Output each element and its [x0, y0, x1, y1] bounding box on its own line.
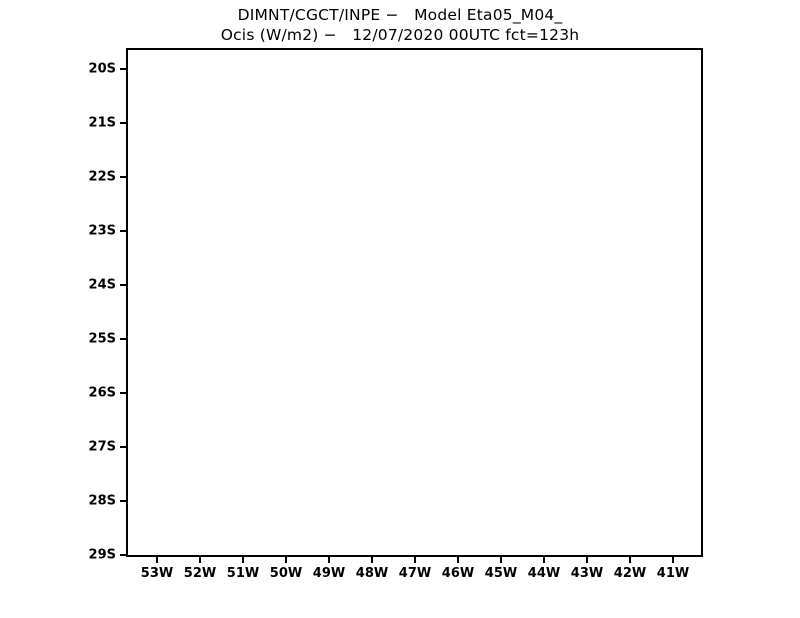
tick-mark-x: [156, 557, 158, 563]
y-tick-label-25s: 25S: [88, 331, 116, 347]
tick-mark-x: [328, 557, 330, 563]
x-tick-label-45w: 45W: [484, 566, 518, 581]
chart-title: DIMNT/CGCT/INPE − Model Eta05_M04_ Ocis …: [0, 6, 800, 46]
tick-mark-y: [120, 230, 126, 232]
x-tick-label-47w: 47W: [398, 566, 432, 581]
tick-mark-x: [672, 557, 674, 563]
x-tick-label-49w: 49W: [312, 566, 346, 581]
x-tick-label-42w: 42W: [613, 566, 647, 581]
y-tick-label-28s: 28S: [88, 493, 116, 509]
tick-mark-x: [543, 557, 545, 563]
tick-mark-y: [120, 500, 126, 502]
y-tick-label-23s: 23S: [88, 223, 116, 239]
tick-mark-y: [120, 176, 126, 178]
tick-mark-x: [414, 557, 416, 563]
tick-mark-y: [120, 338, 126, 340]
tick-mark-y: [120, 122, 126, 124]
map-plot-area: [126, 48, 703, 557]
tick-mark-x: [457, 557, 459, 563]
tick-mark-y: [120, 392, 126, 394]
tick-mark-x: [586, 557, 588, 563]
x-tick-label-53w: 53W: [140, 566, 174, 581]
tick-mark-x: [242, 557, 244, 563]
tick-mark-x: [629, 557, 631, 563]
y-tick-label-22s: 22S: [88, 169, 116, 185]
plot-frame: [126, 48, 703, 557]
tick-mark-y: [120, 284, 126, 286]
y-tick-label-26s: 26S: [88, 385, 116, 401]
x-tick-label-48w: 48W: [355, 566, 389, 581]
tick-mark-x: [371, 557, 373, 563]
x-tick-label-43w: 43W: [570, 566, 604, 581]
tick-mark-x: [199, 557, 201, 563]
tick-mark-y: [120, 446, 126, 448]
x-tick-label-50w: 50W: [269, 566, 303, 581]
x-tick-label-51w: 51W: [226, 566, 260, 581]
x-tick-label-46w: 46W: [441, 566, 475, 581]
y-tick-label-21s: 21S: [88, 115, 116, 131]
y-tick-label-29s: 29S: [88, 547, 116, 563]
tick-mark-y: [120, 554, 126, 556]
tick-mark-x: [285, 557, 287, 563]
x-tick-label-52w: 52W: [183, 566, 217, 581]
y-tick-label-27s: 27S: [88, 439, 116, 455]
x-tick-label-44w: 44W: [527, 566, 561, 581]
title-line-2: Ocis (W/m2) − 12/07/2020 00UTC fct=123h: [220, 25, 580, 44]
y-tick-label-24s: 24S: [88, 277, 116, 293]
x-tick-label-41w: 41W: [656, 566, 690, 581]
y-tick-label-20s: 20S: [88, 61, 116, 77]
title-line-1: DIMNT/CGCT/INPE − Model Eta05_M04_: [237, 6, 563, 24]
tick-mark-x: [500, 557, 502, 563]
tick-mark-y: [120, 68, 126, 70]
